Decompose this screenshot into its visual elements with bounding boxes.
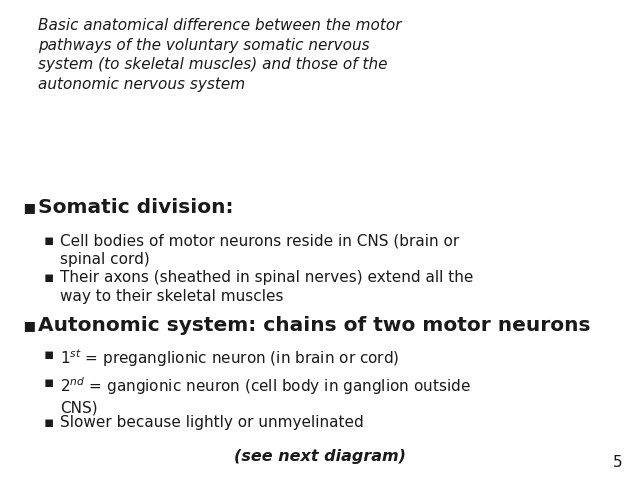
Text: (see next diagram): (see next diagram) (234, 449, 406, 464)
Text: Their axons (sheathed in spinal nerves) extend all the
way to their skeletal mus: Their axons (sheathed in spinal nerves) … (60, 270, 474, 304)
Text: Basic anatomical difference between the motor
pathways of the voluntary somatic : Basic anatomical difference between the … (38, 18, 401, 92)
Text: Autonomic system: chains of two motor neurons: Autonomic system: chains of two motor ne… (38, 316, 591, 335)
Text: ▪: ▪ (44, 347, 54, 362)
Text: Cell bodies of motor neurons reside in CNS (brain or
spinal cord): Cell bodies of motor neurons reside in C… (60, 233, 460, 267)
Text: 5: 5 (612, 455, 622, 470)
Text: ▪: ▪ (44, 375, 54, 390)
Text: ▪: ▪ (44, 233, 54, 248)
Text: ▪: ▪ (44, 415, 54, 430)
Text: 1$^{st}$ = preganglionic neuron (in brain or cord): 1$^{st}$ = preganglionic neuron (in brai… (60, 347, 399, 369)
Text: ▪: ▪ (22, 198, 36, 217)
Text: ▪: ▪ (44, 270, 54, 285)
Text: ▪: ▪ (22, 316, 36, 335)
Text: Somatic division:: Somatic division: (38, 198, 234, 217)
Text: 2$^{nd}$ = gangionic neuron (cell body in ganglion outside
CNS): 2$^{nd}$ = gangionic neuron (cell body i… (60, 375, 471, 416)
Text: Slower because lightly or unmyelinated: Slower because lightly or unmyelinated (60, 415, 364, 430)
